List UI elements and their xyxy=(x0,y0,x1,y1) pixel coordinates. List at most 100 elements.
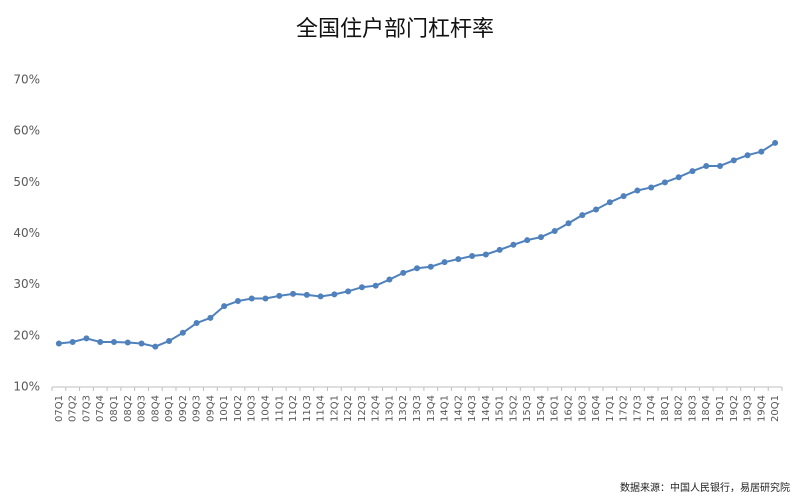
x-tick-label: 17Q4 xyxy=(646,395,657,422)
x-tick-label: 15Q3 xyxy=(522,395,533,422)
data-point xyxy=(606,199,613,206)
data-point xyxy=(744,152,751,159)
y-tick-label: 40% xyxy=(13,226,40,240)
x-tick-label: 16Q3 xyxy=(577,395,588,422)
data-point xyxy=(482,251,489,258)
x-tick-label: 17Q2 xyxy=(619,395,630,422)
x-tick-label: 07Q1 xyxy=(54,395,65,422)
data-point xyxy=(524,237,531,244)
data-point xyxy=(331,291,338,298)
data-point xyxy=(110,338,117,345)
x-tick-label: 08Q4 xyxy=(150,395,161,422)
x-tick-label: 09Q4 xyxy=(205,395,216,422)
x-tick-label: 11Q4 xyxy=(316,395,327,422)
x-tick-label: 10Q2 xyxy=(233,395,244,422)
data-point xyxy=(620,193,627,200)
x-tick-label: 13Q2 xyxy=(398,395,409,422)
data-point xyxy=(730,157,737,164)
x-tick-label: 17Q1 xyxy=(605,395,616,422)
x-tick-label: 16Q4 xyxy=(591,395,602,422)
data-point xyxy=(262,295,269,302)
x-tick-label: 18Q2 xyxy=(674,395,685,422)
x-tick-label: 13Q3 xyxy=(412,395,423,422)
x-tick-label: 14Q1 xyxy=(440,395,451,422)
x-tick-label: 08Q1 xyxy=(109,395,120,422)
x-tick-label: 17Q3 xyxy=(632,395,643,422)
x-tick-label: 11Q1 xyxy=(274,395,285,422)
data-point xyxy=(510,241,517,248)
data-point xyxy=(551,227,558,234)
x-tick-label: 14Q3 xyxy=(467,395,478,422)
x-tick-label: 08Q3 xyxy=(137,395,148,422)
data-point xyxy=(565,220,572,227)
data-point xyxy=(317,293,324,300)
data-point xyxy=(193,320,200,327)
y-tick-label: 10% xyxy=(13,380,40,394)
x-tick-label: 20Q1 xyxy=(770,395,781,422)
data-point xyxy=(675,174,682,181)
data-point xyxy=(55,340,62,347)
chart-title: 全国住户部门杠杆率 xyxy=(296,17,494,42)
data-point xyxy=(276,292,283,299)
x-tick-label: 12Q3 xyxy=(357,395,368,422)
x-tick-label: 09Q1 xyxy=(164,395,175,422)
x-tick-label: 07Q3 xyxy=(81,395,92,422)
data-point xyxy=(537,234,544,241)
x-tick-label: 15Q2 xyxy=(508,395,519,422)
data-point xyxy=(386,276,393,283)
x-tick-label: 07Q2 xyxy=(68,395,79,422)
data-point xyxy=(469,253,476,260)
x-tick-label: 13Q4 xyxy=(426,395,437,422)
x-tick-label: 18Q1 xyxy=(660,395,671,422)
x-tick-label: 11Q2 xyxy=(288,395,299,422)
data-point xyxy=(772,139,779,146)
x-tick-label: 14Q4 xyxy=(481,395,492,422)
data-point xyxy=(717,162,724,169)
data-point xyxy=(290,290,297,297)
data-point xyxy=(248,295,255,302)
x-tick-label: 19Q3 xyxy=(743,395,754,422)
data-point xyxy=(221,303,228,310)
x-tick-label: 12Q1 xyxy=(329,395,340,422)
x-tick-label: 13Q1 xyxy=(384,395,395,422)
data-point xyxy=(303,291,310,298)
data-point xyxy=(661,179,668,186)
data-point xyxy=(427,263,434,270)
x-tick-label: 19Q2 xyxy=(729,395,740,422)
x-tick-label: 10Q1 xyxy=(219,395,230,422)
x-tick-label: 12Q4 xyxy=(371,395,382,422)
x-tick-label: 14Q2 xyxy=(453,395,464,422)
x-tick-label: 08Q2 xyxy=(123,395,134,422)
data-point xyxy=(496,246,503,253)
data-point xyxy=(593,206,600,213)
y-tick-label: 30% xyxy=(13,277,40,291)
data-point xyxy=(207,314,214,321)
x-tick-label: 15Q4 xyxy=(536,395,547,422)
data-point xyxy=(166,337,173,344)
data-point xyxy=(758,148,765,155)
data-point xyxy=(124,339,131,346)
data-point xyxy=(372,282,379,289)
x-tick-label: 09Q3 xyxy=(192,395,203,422)
x-tick-label: 19Q1 xyxy=(715,395,726,422)
data-point xyxy=(83,335,90,342)
x-tick-label: 18Q4 xyxy=(701,395,712,422)
x-tick-label: 10Q3 xyxy=(247,395,258,422)
data-point xyxy=(152,343,159,350)
x-tick-label: 18Q3 xyxy=(687,395,698,422)
y-tick-label: 20% xyxy=(13,328,40,342)
x-tick-label: 16Q1 xyxy=(550,395,561,422)
data-point xyxy=(455,256,462,263)
data-point xyxy=(345,288,352,295)
data-point xyxy=(634,187,641,194)
x-tick-label: 09Q2 xyxy=(178,395,189,422)
x-tick-label: 16Q2 xyxy=(564,395,575,422)
y-tick-label: 60% xyxy=(13,124,40,138)
x-tick-label: 15Q1 xyxy=(495,395,506,422)
x-tick-label: 11Q3 xyxy=(302,395,313,422)
data-point xyxy=(414,265,420,272)
source-note: 数据来源：中国人民银行，易居研究院 xyxy=(620,481,790,494)
y-tick-label: 50% xyxy=(13,175,40,189)
data-point xyxy=(579,212,586,219)
